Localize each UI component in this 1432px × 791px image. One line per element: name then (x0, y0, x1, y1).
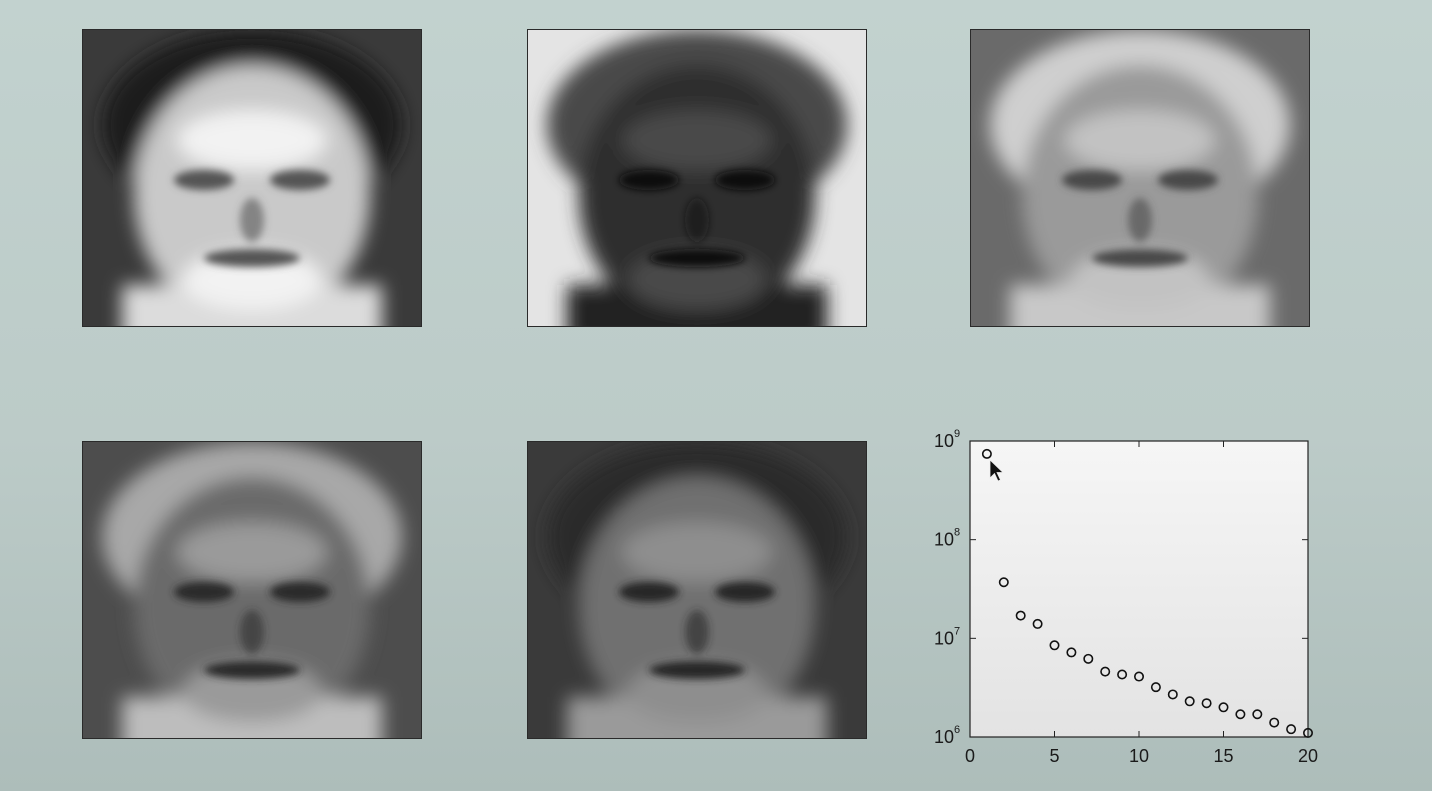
data-point (1201, 698, 1212, 709)
data-point (1302, 727, 1313, 738)
data-point (998, 577, 1009, 588)
x-tick-label: 0 (965, 746, 975, 766)
x-tick-label: 10 (1129, 746, 1149, 766)
eigenface-image-5 (527, 441, 867, 739)
x-tick-label: 5 (1049, 746, 1059, 766)
data-point (1134, 671, 1145, 682)
data-point (1150, 682, 1161, 693)
y-tick-label-exponent: 7 (954, 625, 960, 637)
y-tick-label-base: 10 (934, 431, 954, 451)
x-tick-label: 15 (1213, 746, 1233, 766)
data-point (1218, 702, 1229, 713)
eigenface-image-2 (527, 29, 867, 327)
eigenface-image-1 (82, 29, 422, 327)
data-point (1167, 689, 1178, 700)
data-point (1100, 666, 1111, 677)
plot-area (969, 440, 1309, 738)
data-point (1235, 709, 1246, 720)
data-point (1049, 640, 1060, 651)
data-point (981, 448, 992, 459)
y-tick-label-exponent: 9 (954, 428, 960, 440)
y-tick-label-exponent: 6 (954, 724, 960, 736)
data-point (1032, 618, 1043, 629)
x-tick-label: 20 (1298, 746, 1318, 766)
y-tick-label-base: 10 (934, 628, 954, 648)
data-point (1184, 696, 1195, 707)
data-point (1286, 724, 1297, 735)
eigenface-image-3 (970, 29, 1310, 327)
y-tick-label-base: 10 (934, 530, 954, 550)
y-tick-label-exponent: 8 (954, 527, 960, 539)
data-point (1117, 669, 1128, 680)
y-tick-label-base: 10 (934, 727, 954, 747)
data-point (1015, 610, 1026, 621)
data-point (1083, 653, 1094, 664)
mouse-cursor-icon (989, 459, 1004, 482)
data-point (1252, 709, 1263, 720)
data-point (1066, 647, 1077, 658)
eigenface-image-4 (82, 441, 422, 739)
data-point (1269, 717, 1280, 728)
